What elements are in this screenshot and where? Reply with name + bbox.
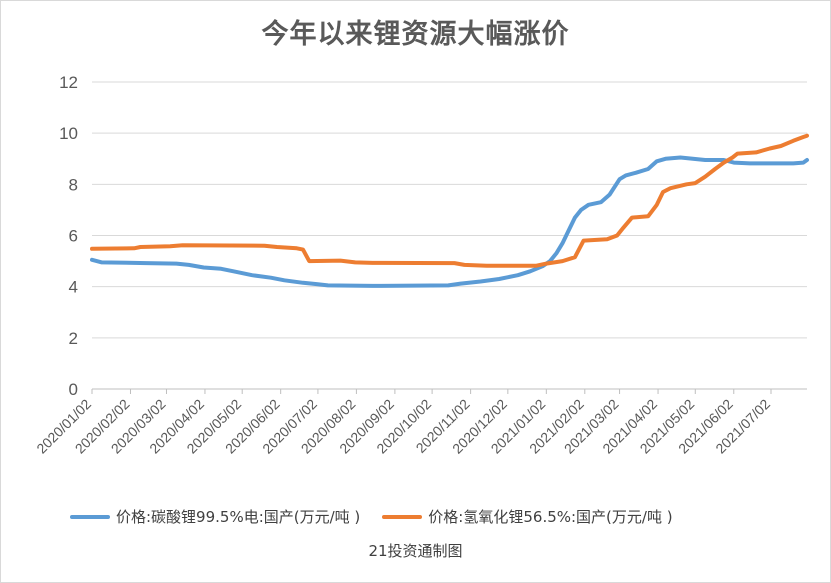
legend-label-lithium-hydroxide: 价格:氢氧化锂56.5%:国产(万元/吨 ) — [428, 508, 673, 526]
legend-label-lithium-carbonate: 价格:碳酸锂99.5%电:国产(万元/吨 ) — [116, 508, 361, 526]
chart-title: 今年以来锂资源大幅涨价 — [261, 19, 570, 50]
y-tick-label: 4 — [69, 278, 78, 297]
y-tick-label: 2 — [69, 329, 78, 348]
series-line-lithium-carbonate — [90, 155, 809, 288]
y-tick-label: 6 — [69, 227, 78, 246]
x-axis-ticks: 2020/01/022020/02/022020/03/022020/04/02… — [33, 389, 773, 457]
legend: 价格:碳酸锂99.5%电:国产(万元/吨 ) 价格:氢氧化锂56.5%:国产(万… — [70, 506, 770, 527]
legend-swatch-lithium-carbonate — [70, 514, 110, 519]
source-note: 21投资通制图 — [368, 542, 463, 560]
series-lines — [90, 133, 809, 288]
legend-item-lithium-hydroxide: 价格:氢氧化锂56.5%:国产(万元/吨 ) — [382, 506, 673, 527]
y-tick-label: 8 — [69, 175, 78, 194]
legend-swatch-lithium-hydroxide — [382, 514, 423, 519]
y-tick-label: 10 — [59, 124, 78, 143]
y-tick-label: 12 — [59, 73, 78, 92]
gridlines — [92, 81, 807, 390]
y-tick-label: 0 — [69, 380, 78, 399]
legend-item-lithium-carbonate: 价格:碳酸锂99.5%电:国产(万元/吨 ) — [70, 506, 360, 527]
series-line-lithium-hydroxide — [90, 133, 809, 268]
y-axis-ticks: 0 2 4 6 8 10 12 — [59, 73, 78, 399]
